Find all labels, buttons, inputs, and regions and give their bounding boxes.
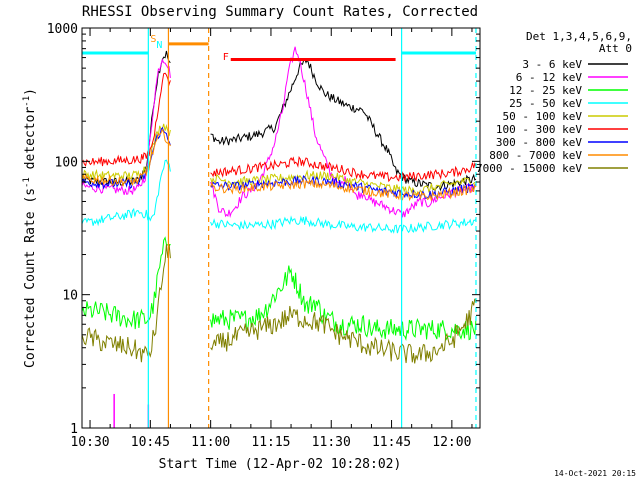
legend-label: 12 - 25 keV — [509, 84, 582, 97]
x-tick-label: 11:15 — [251, 435, 290, 450]
series-line — [210, 178, 477, 202]
series-25-50-kev — [82, 159, 477, 234]
series-100-300-kev — [82, 72, 477, 183]
legend-label: 50 - 100 keV — [503, 110, 583, 123]
series-line — [82, 159, 171, 227]
legend-label: 100 - 300 keV — [496, 123, 582, 136]
y-tick-label: 10 — [62, 289, 78, 304]
x-tick-label: 11:30 — [312, 435, 351, 450]
legend-label: 3 - 6 keV — [522, 58, 582, 71]
footer-date: 14-Oct-2021 20:15 — [554, 469, 636, 478]
marker-s: S — [150, 34, 156, 45]
series-line — [82, 123, 171, 181]
series-7000-15000-kev — [82, 243, 477, 364]
y-tick-label: 1 — [70, 422, 78, 437]
series-6-12-kev — [82, 46, 477, 428]
series-line — [210, 169, 477, 196]
legend-label: 6 - 12 keV — [516, 71, 583, 84]
series-800-7000-kev — [82, 128, 477, 202]
series-line — [82, 128, 171, 187]
series-line — [82, 72, 171, 167]
y-tick-label: 100 — [55, 155, 78, 170]
series-line — [210, 215, 477, 234]
x-tick-label: 11:45 — [372, 435, 411, 450]
legend-label: 25 - 50 keV — [509, 97, 582, 110]
legend-attenuator-header: Att 0 — [599, 42, 632, 55]
series-line — [82, 243, 171, 363]
marker-f: F — [223, 52, 229, 63]
y-tick-label: 1000 — [47, 22, 78, 37]
legend-label: 300 - 800 keV — [496, 136, 582, 149]
y-axis-label: Corrected Count Rate (s-1 detector-1) — [22, 88, 38, 368]
plot-frame — [81, 27, 481, 429]
series-line — [82, 58, 171, 195]
legend-detector-header: Det 1,3,4,5,6,9, — [526, 30, 632, 43]
x-axis-label: Start Time (12-Apr-02 10:28:02) — [159, 457, 402, 472]
x-tick-label: 10:45 — [131, 435, 170, 450]
x-tick-label: 10:30 — [70, 435, 109, 450]
series-line — [210, 155, 477, 183]
series-line — [82, 236, 171, 330]
series-12-25-kev — [82, 236, 477, 341]
series-line — [210, 265, 477, 341]
series-line — [210, 46, 477, 218]
chart-title: RHESSI Observing Summary Count Rates, Co… — [82, 4, 478, 20]
x-tick-label: 12:00 — [432, 435, 471, 450]
x-tick-label: 11:00 — [191, 435, 230, 450]
series-line — [210, 298, 477, 364]
svg-text:Corrected Count Rate (s-1 dete: Corrected Count Rate (s-1 detector-1) — [22, 88, 38, 368]
marker-n: N — [156, 40, 162, 51]
legend-label: 7000 - 15000 keV — [476, 162, 582, 175]
legend-label: 800 - 7000 keV — [489, 149, 582, 162]
